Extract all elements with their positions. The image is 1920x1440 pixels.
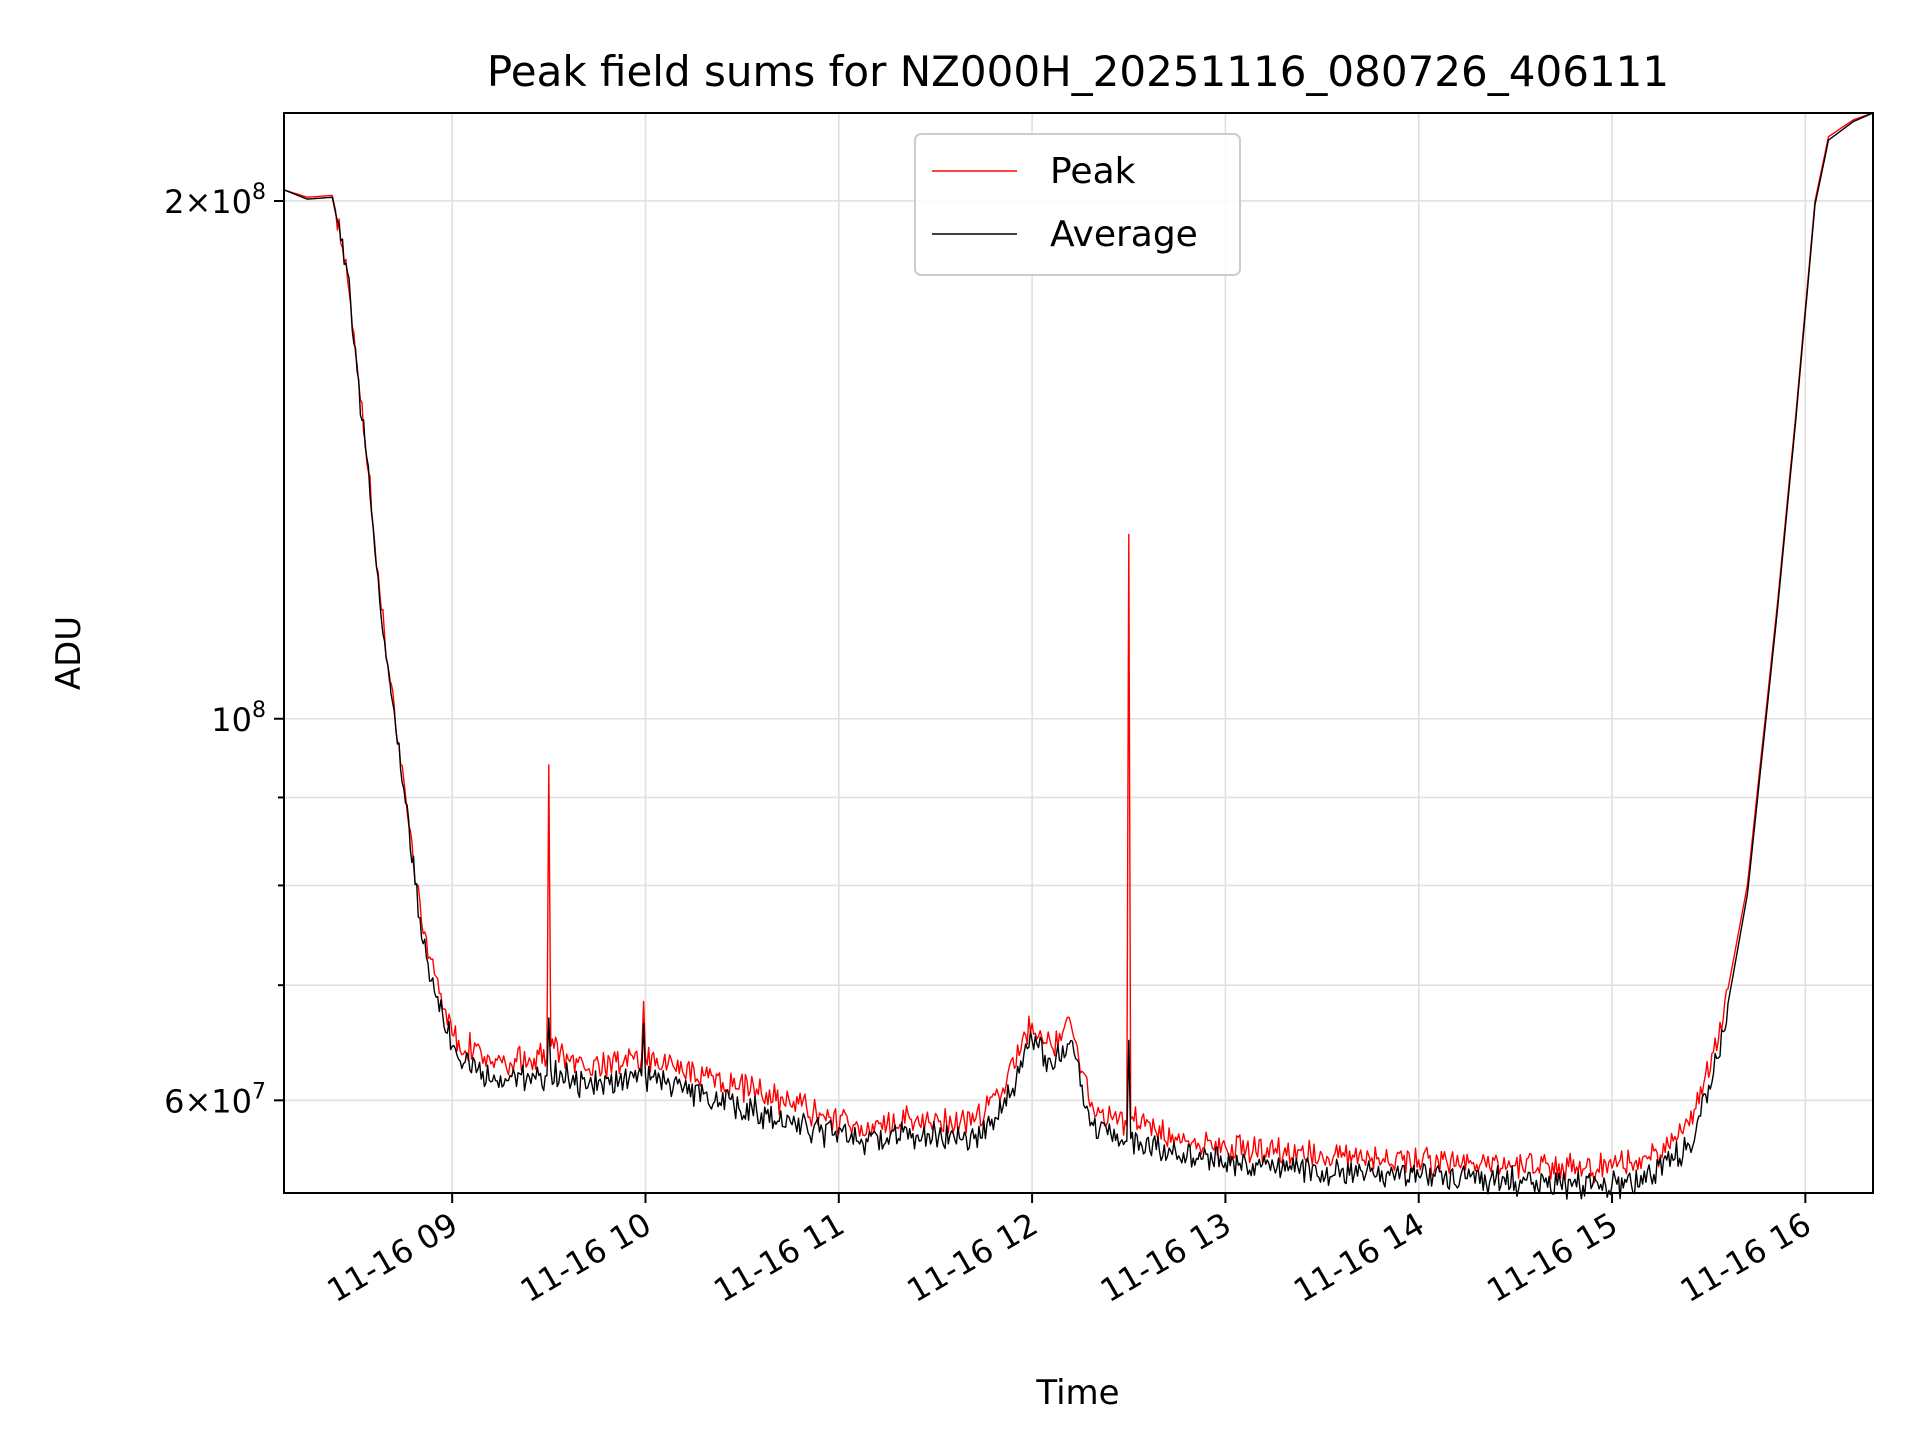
y-tick-label: 108 — [211, 698, 266, 739]
y-tick-label: 2×108 — [164, 180, 266, 221]
y-axis: 6×107 108 2×108 — [164, 180, 284, 1120]
legend: Peak Average — [914, 133, 1241, 276]
x-tick-label: 11-16 15 — [1480, 1205, 1624, 1310]
plot-area-frame — [283, 112, 1874, 1194]
x-tick-label: 11-16 09 — [321, 1205, 465, 1310]
x-tick-label: 11-16 14 — [1287, 1205, 1431, 1310]
x-tick-label: 11-16 11 — [707, 1205, 851, 1310]
x-tick-label: 11-16 16 — [1674, 1205, 1818, 1310]
x-axis: 11-16 09 11-16 10 11-16 11 11-16 12 11-16 13… — [321, 1193, 1818, 1310]
peak-series-line — [283, 112, 1874, 1184]
legend-peak-label: Peak — [1050, 151, 1136, 192]
x-tick-label: 11-16 13 — [1094, 1205, 1238, 1310]
x-axis-label: Time — [1035, 1373, 1119, 1413]
legend-box — [914, 133, 1241, 276]
x-tick-label: 11-16 12 — [901, 1205, 1045, 1310]
y-tick-label: 6×107 — [164, 1079, 266, 1120]
legend-average-label: Average — [1050, 214, 1198, 255]
x-tick-label: 11-16 10 — [514, 1205, 658, 1310]
y-axis-label: ADU — [49, 616, 89, 690]
chart-title: Peak field sums for NZ000H_20251116_0807… — [487, 47, 1669, 96]
grid — [284, 113, 1873, 1193]
